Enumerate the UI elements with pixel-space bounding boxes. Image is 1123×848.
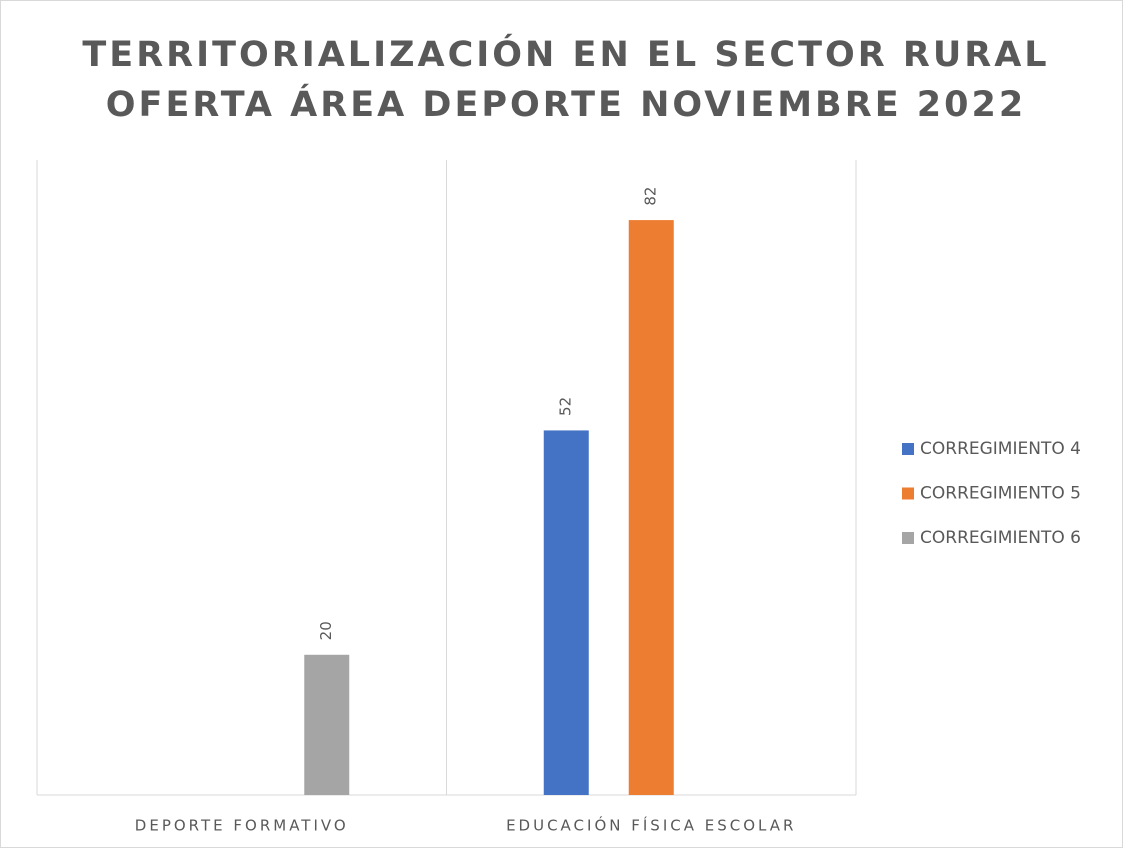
- chart-title: OFERTA ÁREA DEPORTE NOVIEMBRE 2022: [106, 83, 1026, 125]
- data-label: 20: [317, 621, 335, 640]
- legend-label: CORREGIMIENTO 5: [920, 484, 1081, 504]
- legend-label: CORREGIMIENTO 6: [920, 528, 1081, 548]
- legend-swatch: [902, 443, 914, 455]
- legend-swatch: [902, 487, 914, 500]
- legend-swatch: [902, 532, 914, 544]
- data-label: 52: [557, 397, 575, 416]
- bar: [543, 430, 589, 795]
- bar: [304, 654, 350, 795]
- chart-title: TERRITORIALIZACIÓN EN EL SECTOR RURAL: [82, 33, 1049, 75]
- data-label: 82: [642, 187, 660, 206]
- x-tick-label: DEPORTE FORMATIVO: [135, 817, 349, 835]
- bar: [628, 220, 674, 796]
- legend-label: CORREGIMIENTO 4: [920, 439, 1081, 459]
- x-tick-label: EDUCACIÓN FÍSICA ESCOLAR: [506, 816, 796, 835]
